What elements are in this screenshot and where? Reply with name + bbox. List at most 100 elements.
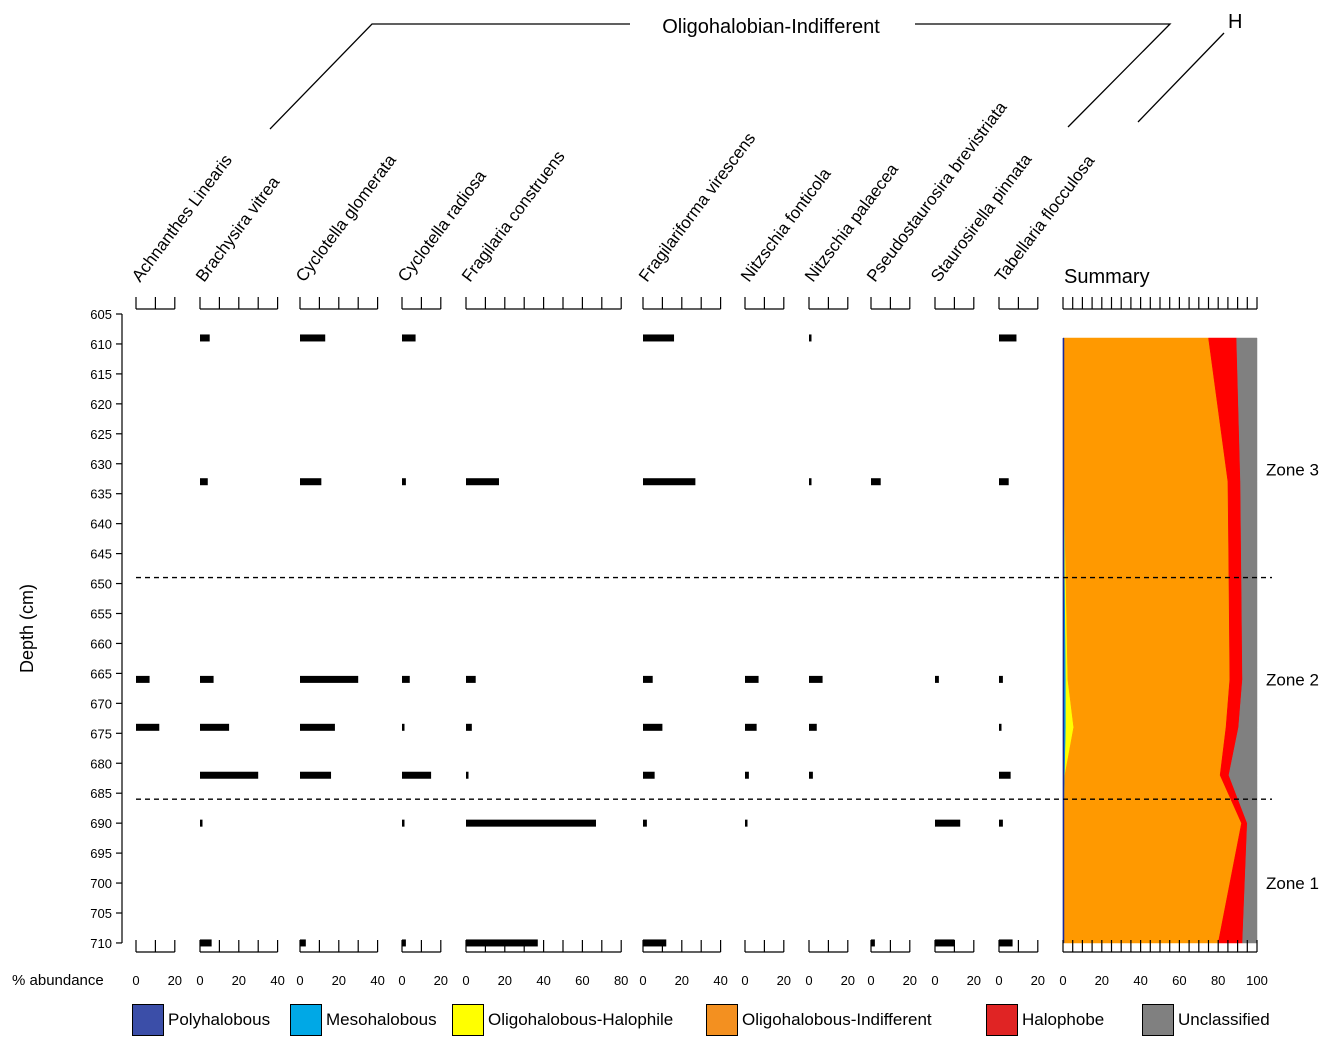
taxon-9-tick-label: 20 [967, 973, 981, 988]
depth-tick-label: 625 [90, 427, 112, 442]
summary-area [1063, 338, 1257, 943]
depth-tick-label: 690 [90, 816, 112, 831]
taxon-1-tick-label: 20 [232, 973, 246, 988]
taxon-0-tick-label: 20 [168, 973, 182, 988]
summary-tick-label: 100 [1246, 973, 1268, 988]
taxon-7-tick-label: 0 [805, 973, 812, 988]
taxon-6-tick-label: 0 [741, 973, 748, 988]
abundance-bar [809, 334, 812, 341]
depth-tick-label: 655 [90, 607, 112, 622]
abundance-bar [466, 478, 499, 485]
abundance-bar [200, 724, 229, 731]
legend-label: Oligohalobous-Halophile [488, 1010, 673, 1030]
abundance-bar [466, 724, 472, 731]
abundance-bar [402, 772, 431, 779]
abundance-bar [809, 676, 823, 683]
abundance-bar [200, 676, 214, 683]
taxon-4-tick-label: 40 [536, 973, 550, 988]
abundance-bar [935, 939, 954, 946]
depth-tick-label: 700 [90, 876, 112, 891]
summary-tick-label: 60 [1172, 973, 1186, 988]
abundance-bar [300, 939, 306, 946]
depth-tick-label: 710 [90, 936, 112, 951]
zone-label: Zone 2 [1266, 670, 1319, 689]
depth-axis-title: Depth (cm) [17, 584, 37, 673]
abundance-bar [200, 772, 258, 779]
abundance-bar [999, 939, 1013, 946]
abundance-bar [200, 334, 210, 341]
group-bracket-right [915, 24, 1170, 127]
abundance-bar [809, 478, 812, 485]
summary-tick-label: 0 [1059, 973, 1066, 988]
taxon-8-tick-label: 20 [903, 973, 917, 988]
taxon-2-tick-label: 0 [296, 973, 303, 988]
zone-label: Zone 3 [1266, 461, 1319, 480]
abundance-bar [745, 820, 748, 827]
depth-tick-label: 670 [90, 696, 112, 711]
abundance-bar [643, 334, 674, 341]
depth-tick-label: 705 [90, 906, 112, 921]
abundance-bar [871, 478, 881, 485]
taxa-bars [136, 334, 1016, 946]
depth-tick-label: 695 [90, 846, 112, 861]
abundance-bar [200, 820, 203, 827]
abundance-bar [300, 724, 335, 731]
abundance-bar [643, 772, 655, 779]
abundance-bar [466, 939, 538, 946]
abundance-bar [999, 772, 1011, 779]
taxon-1-tick-label: 40 [270, 973, 284, 988]
abundance-bar [402, 820, 405, 827]
abundance-bar [136, 724, 159, 731]
abundance-bar [466, 772, 469, 779]
taxon-2-tick-label: 20 [332, 973, 346, 988]
abundance-bar [402, 724, 405, 731]
taxon-5-tick-label: 0 [639, 973, 646, 988]
taxon-9-tick-label: 0 [931, 973, 938, 988]
depth-tick-label: 615 [90, 367, 112, 382]
abundance-bar [935, 820, 960, 827]
abundance-bar [136, 676, 150, 683]
legend-swatch [706, 1004, 738, 1036]
legend-label: Halophobe [1022, 1010, 1104, 1030]
group-bracket-h [1138, 33, 1224, 122]
abundance-bar [745, 772, 749, 779]
depth-tick-label: 635 [90, 487, 112, 502]
depth-tick-label: 650 [90, 577, 112, 592]
abundance-bar [643, 676, 653, 683]
legend-label: Oligohalobous-Indifferent [742, 1010, 932, 1030]
legend-label: Polyhalobous [168, 1010, 270, 1030]
depth-tick-label: 675 [90, 726, 112, 741]
abundance-bar [643, 820, 647, 827]
taxon-10-tick-label: 20 [1031, 973, 1045, 988]
abundance-bar [809, 724, 817, 731]
abundance-bar [466, 820, 596, 827]
abundance-axis-title: % abundance [12, 972, 104, 989]
depth-tick-label: 640 [90, 517, 112, 532]
abundance-bar [402, 478, 406, 485]
legend-swatch [1142, 1004, 1174, 1036]
depth-tick-label: 680 [90, 756, 112, 771]
summary-tick-label: 20 [1095, 973, 1109, 988]
taxon-7-tick-label: 20 [841, 973, 855, 988]
taxon-2-tick-label: 40 [370, 973, 384, 988]
abundance-bar [300, 676, 358, 683]
taxon-name: Cyclotella glomerata [292, 151, 400, 286]
depth-tick-label: 605 [90, 307, 112, 322]
abundance-bar [402, 676, 410, 683]
depth-tick-label: 630 [90, 457, 112, 472]
taxon-3-tick-label: 0 [398, 973, 405, 988]
taxon-4-tick-label: 60 [575, 973, 589, 988]
abundance-bar [935, 676, 939, 683]
abundance-bar [200, 478, 208, 485]
summary-tick-label: 40 [1133, 973, 1147, 988]
abundance-bar [999, 676, 1003, 683]
depth-tick-label: 645 [90, 547, 112, 562]
group-label: Oligohalobian-Indifferent [662, 16, 880, 38]
abundance-bar [745, 724, 757, 731]
abundance-bar [200, 939, 212, 946]
taxon-3-tick-label: 20 [434, 973, 448, 988]
summary-tick-label: 80 [1211, 973, 1225, 988]
taxon-6-tick-label: 20 [777, 973, 791, 988]
taxon-1-tick-label: 0 [196, 973, 203, 988]
